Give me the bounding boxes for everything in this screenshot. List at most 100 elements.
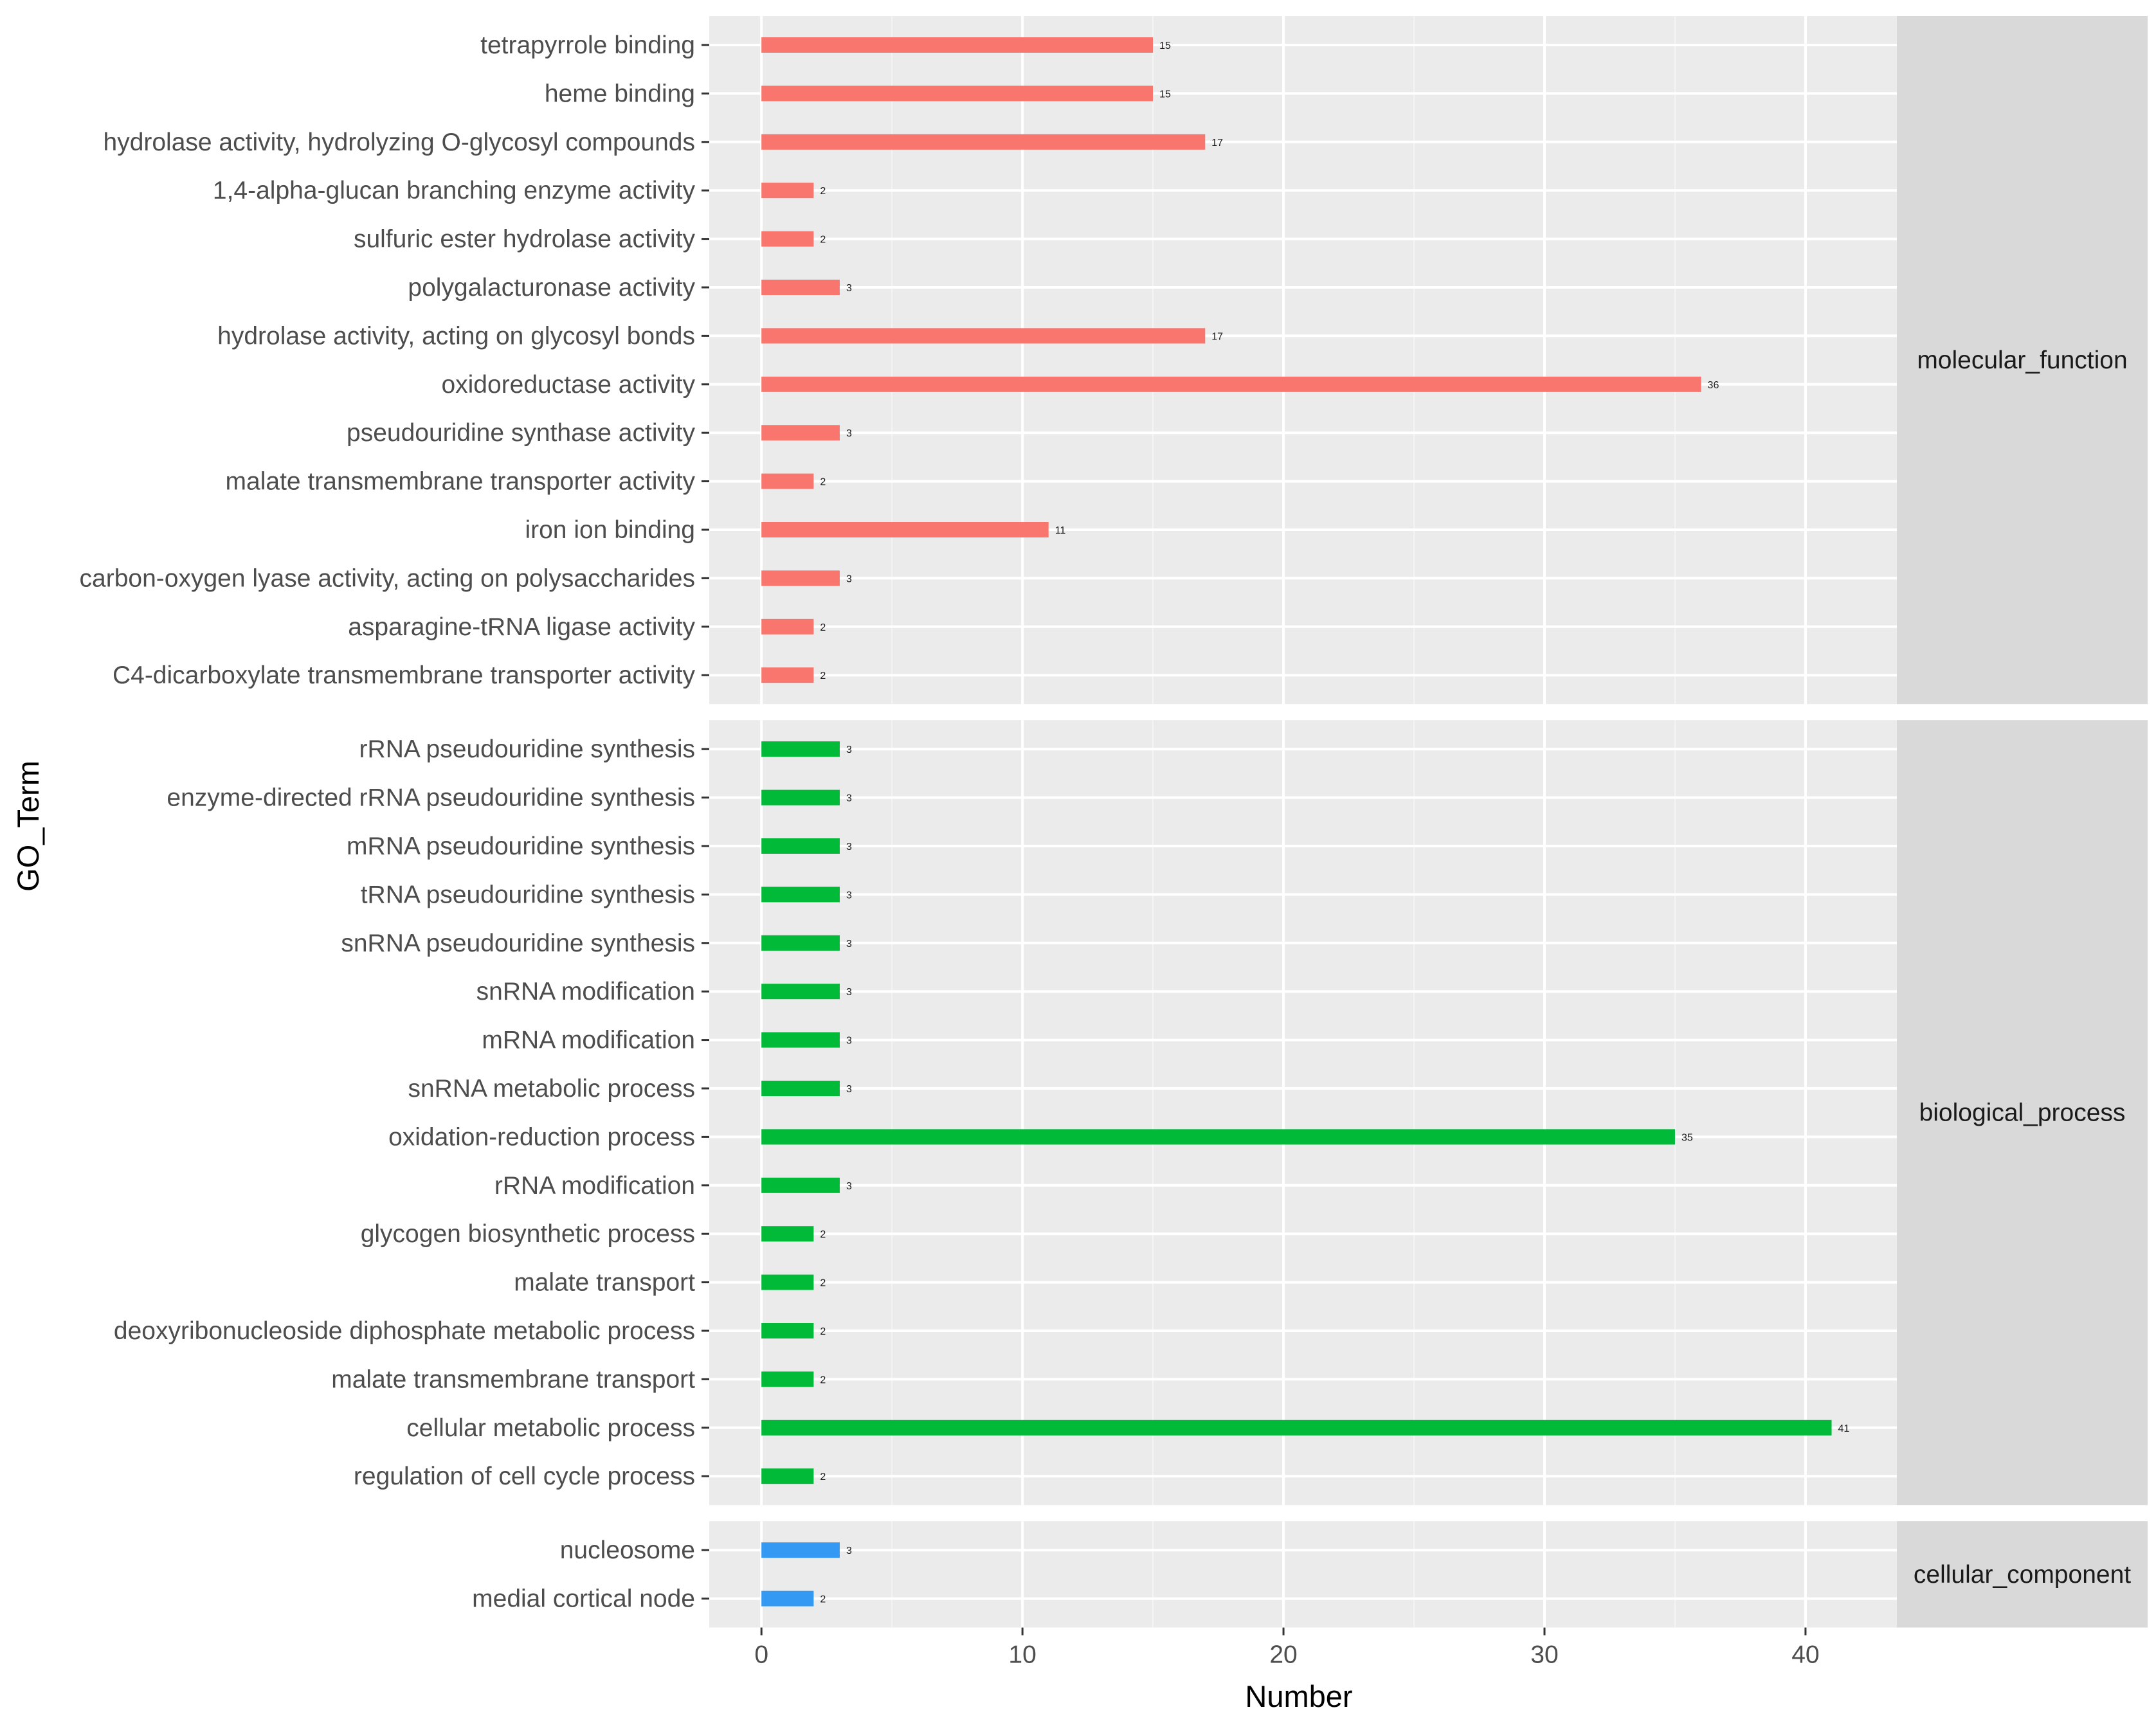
value-label-iron-ion-binding: 11 [1055,525,1066,536]
value-label-deoxyribonucleoside-diphosphate-metabolic-process: 2 [820,1326,826,1337]
bar-hydrolase-activity-acting-on-glycosyl-bonds [761,328,1206,344]
category-label-tetrapyrrole-binding: tetrapyrrole binding [480,32,695,59]
category-label-cellular-metabolic-process: cellular metabolic process [406,1414,695,1442]
bar-hydrolase-activity-hydrolyzing-o-glycosyl-compounds [761,134,1206,150]
bar-tetrapyrrole-binding [761,37,1154,53]
facet-strip-biological-process [1897,720,2148,1506]
category-label-1-4-alpha-glucan-branching-enzyme-activity: 1,4-alpha-glucan branching enzyme activi… [213,177,696,204]
category-label-mrna-modification: mRNA modification [482,1027,695,1054]
bar-mrna-modification [761,1032,840,1048]
value-label-enzyme-directed-rrna-pseudouridine-synthesis: 3 [846,793,852,804]
category-label-malate-transport: malate transport [514,1269,695,1297]
category-label-heme-binding: heme binding [545,80,695,107]
x-tick-label-40: 40 [1791,1641,1819,1669]
bar-rrna-modification [761,1177,840,1193]
bar-oxidation-reduction-process [761,1129,1675,1145]
facet-strip-cellular-component [1897,1521,2148,1628]
bar-trna-pseudouridine-synthesis [761,887,840,903]
bar-cellular-metabolic-process [761,1419,1832,1436]
value-label-snrna-pseudouridine-synthesis: 3 [846,939,852,950]
bar-nucleosome [761,1542,840,1558]
bar-regulation-of-cell-cycle-process [761,1468,814,1484]
category-label-enzyme-directed-rrna-pseudouridine-synthesis: enzyme-directed rRNA pseudouridine synth… [167,784,695,812]
bar-iron-ion-binding [761,522,1049,537]
bar-glycogen-biosynthetic-process [761,1226,814,1242]
x-axis-title: Number [1245,1679,1352,1713]
category-label-rrna-modification: rRNA modification [494,1172,695,1200]
bar-oxidoreductase-activity [761,376,1701,392]
facet-strip-molecular-function [1897,16,2148,705]
category-label-hydrolase-activity-hydrolyzing-o-glycosyl-compounds: hydrolase activity, hydrolyzing O-glycos… [104,129,696,156]
value-label-malate-transmembrane-transport: 2 [820,1374,826,1385]
value-label-cellular-metabolic-process: 41 [1838,1423,1850,1434]
category-label-sulfuric-ester-hydrolase-activity: sulfuric ester hydrolase activity [354,226,696,253]
x-tick-label-30: 30 [1530,1641,1558,1669]
y-axis-title: GO_Term [11,761,45,892]
value-label-hydrolase-activity-hydrolyzing-o-glycosyl-compounds: 17 [1211,138,1223,149]
facet-strip-label-molecular-function: molecular_function [1917,347,2127,374]
value-label-glycogen-biosynthetic-process: 2 [820,1229,826,1240]
category-label-iron-ion-binding: iron ion binding [525,516,695,544]
bar-asparagine-trna-ligase-activity [761,618,814,635]
facet-strip-label-cellular-component: cellular_component [1914,1561,2131,1589]
value-label-mrna-modification: 3 [846,1036,852,1047]
bar-carbon-oxygen-lyase-activity-acting-on-polysaccharides [761,570,840,586]
bar-sulfuric-ester-hydrolase-activity [761,231,814,247]
value-label-carbon-oxygen-lyase-activity-acting-on-polysaccharides: 3 [846,573,852,584]
bar-c4-dicarboxylate-transmembrane-transporter-activity [761,667,814,683]
facet-strip-label-biological-process: biological_process [1919,1099,2126,1127]
category-label-malate-transmembrane-transport: malate transmembrane transport [331,1365,695,1393]
value-label-polygalacturonase-activity: 3 [846,283,852,294]
bar-enzyme-directed-rrna-pseudouridine-synthesis [761,789,840,806]
value-label-mrna-pseudouridine-synthesis: 3 [846,842,852,852]
panel-background-cellular-component [709,1521,1897,1628]
bar-deoxyribonucleoside-diphosphate-metabolic-process [761,1323,814,1338]
value-label-tetrapyrrole-binding: 15 [1159,41,1171,51]
category-label-polygalacturonase-activity: polygalacturonase activity [408,274,695,302]
category-label-snrna-metabolic-process: snRNA metabolic process [408,1075,695,1103]
value-label-rrna-pseudouridine-synthesis: 3 [846,744,852,755]
value-label-hydrolase-activity-acting-on-glycosyl-bonds: 17 [1211,331,1223,342]
category-label-medial-cortical-node: medial cortical node [472,1585,695,1613]
value-label-heme-binding: 15 [1159,89,1171,100]
panels-layer [709,16,2148,1628]
category-label-oxidation-reduction-process: oxidation-reduction process [388,1123,695,1151]
panel-background-biological-process [709,720,1897,1506]
category-label-oxidoreductase-activity: oxidoreductase activity [441,371,695,399]
category-label-deoxyribonucleoside-diphosphate-metabolic-process: deoxyribonucleoside diphosphate metaboli… [114,1317,695,1345]
value-label-malate-transport: 2 [820,1278,826,1289]
category-label-regulation-of-cell-cycle-process: regulation of cell cycle process [354,1463,695,1490]
value-label-snrna-modification: 3 [846,987,852,998]
labels-layer: molecular_function 15 tetrapyrrole binding… [80,32,2132,1669]
category-label-snrna-pseudouridine-synthesis: snRNA pseudouridine synthesis [341,930,695,957]
bar-medial-cortical-node [761,1590,814,1607]
value-label-trna-pseudouridine-synthesis: 3 [846,890,852,901]
value-label-sulfuric-ester-hydrolase-activity: 2 [820,235,826,246]
category-label-malate-transmembrane-transporter-activity: malate transmembrane transporter activit… [226,468,696,496]
marks-layer [761,37,1832,1607]
category-label-nucleosome: nucleosome [560,1536,695,1564]
value-label-pseudouridine-synthase-activity: 3 [846,428,852,439]
value-label-snrna-metabolic-process: 3 [846,1084,852,1095]
bar-snrna-modification [761,984,840,1000]
bar-pseudouridine-synthase-activity [761,425,840,441]
x-tick-label-0: 0 [754,1641,768,1669]
value-label-1-4-alpha-glucan-branching-enzyme-activity: 2 [820,186,826,197]
value-label-malate-transmembrane-transporter-activity: 2 [820,477,826,488]
category-label-trna-pseudouridine-synthesis: tRNA pseudouridine synthesis [361,881,695,908]
bar-malate-transport [761,1274,814,1290]
category-label-glycogen-biosynthetic-process: glycogen biosynthetic process [361,1220,695,1248]
bar-1-4-alpha-glucan-branching-enzyme-activity [761,183,814,199]
category-label-mrna-pseudouridine-synthesis: mRNA pseudouridine synthesis [347,833,695,860]
bar-polygalacturonase-activity [761,280,840,295]
bar-malate-transmembrane-transport [761,1371,814,1387]
value-label-c4-dicarboxylate-transmembrane-transporter-activity: 2 [820,671,826,681]
category-label-pseudouridine-synthase-activity: pseudouridine synthase activity [347,419,695,447]
category-label-carbon-oxygen-lyase-activity-acting-on-polysaccharides: carbon-oxygen lyase activity, acting on … [80,564,695,592]
panel-background-molecular-function [709,16,1897,705]
value-label-medial-cortical-node: 2 [820,1594,826,1605]
value-label-asparagine-trna-ligase-activity: 2 [820,622,826,633]
category-label-snrna-modification: snRNA modification [476,978,695,1005]
bar-rrna-pseudouridine-synthesis [761,741,840,757]
